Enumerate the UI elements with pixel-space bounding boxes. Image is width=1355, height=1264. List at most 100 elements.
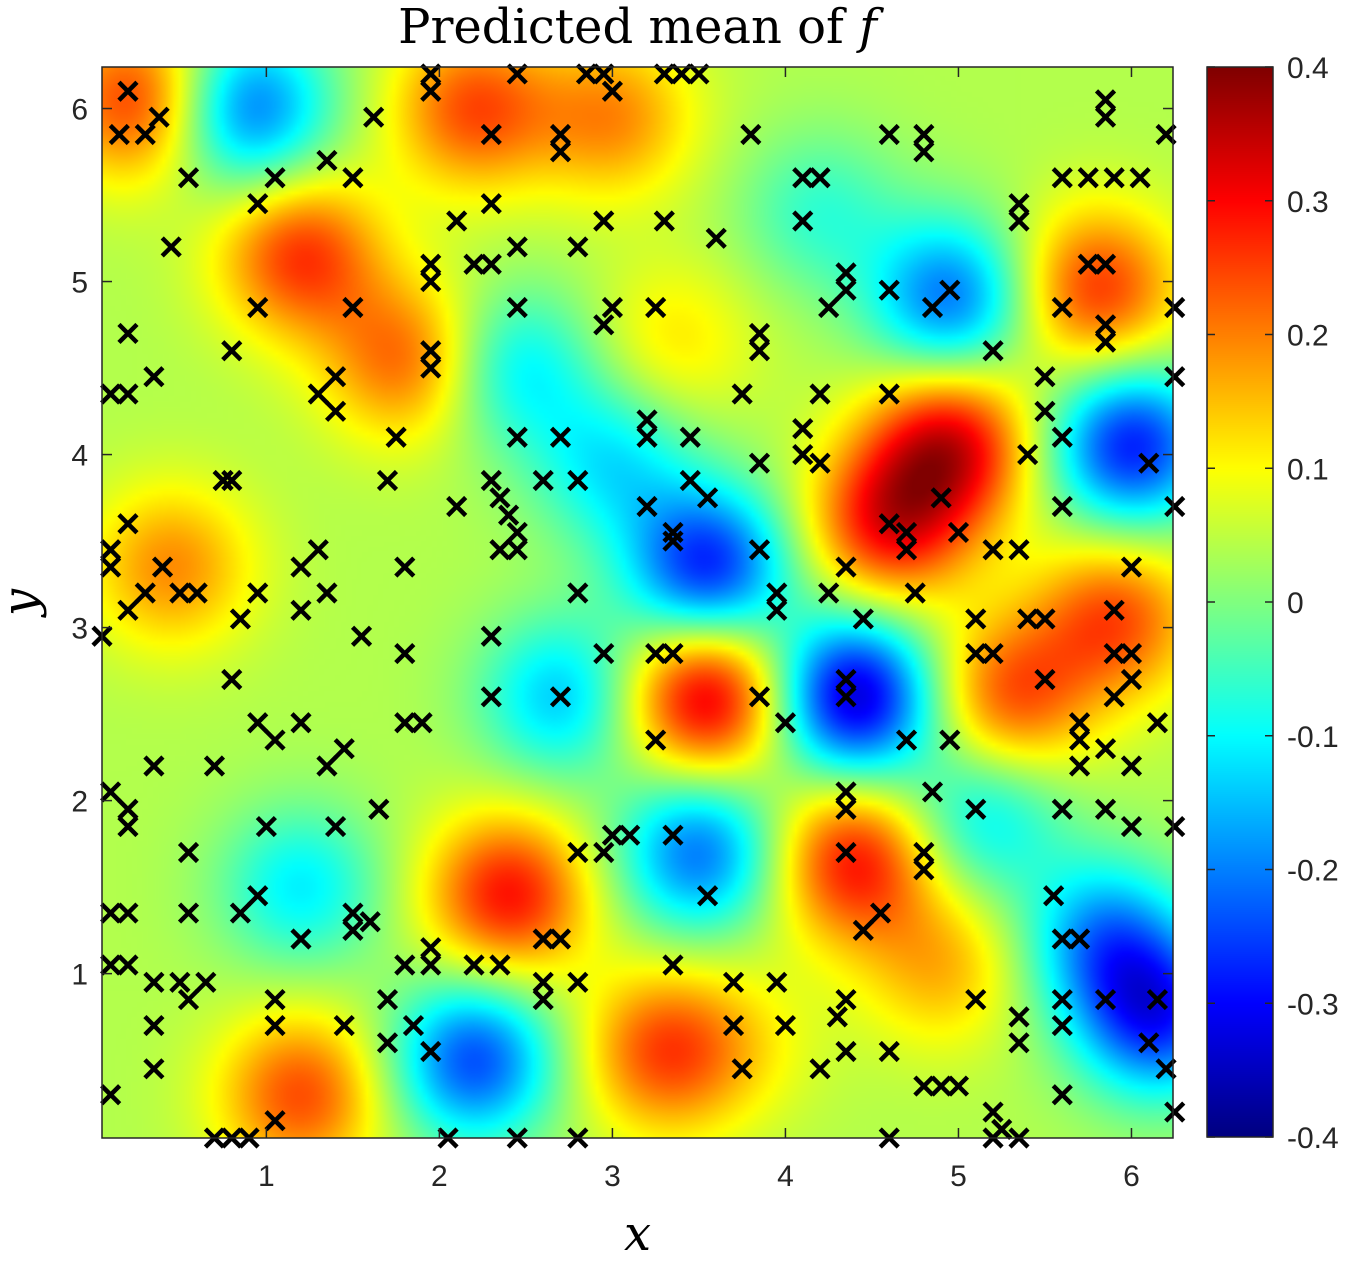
observation-point <box>818 582 840 604</box>
observation-point <box>143 1014 165 1037</box>
observation-point <box>247 712 269 734</box>
observation-point <box>1138 1032 1160 1054</box>
observation-point <box>212 469 234 492</box>
observation-point <box>982 1101 1004 1123</box>
observation-point <box>290 928 312 950</box>
colorbar-tick-label: 0 <box>1287 587 1304 620</box>
observation-point <box>394 954 416 976</box>
observation-point <box>1146 988 1169 1011</box>
observation-point <box>965 988 987 1011</box>
observation-point <box>835 988 857 1011</box>
colorbar-gradient <box>1207 67 1273 1137</box>
observation-point <box>1034 366 1056 388</box>
observation-point <box>342 919 364 941</box>
observation-point <box>1120 556 1143 578</box>
observation-point <box>160 236 182 258</box>
observation-point <box>368 798 390 820</box>
observation-point <box>965 608 987 630</box>
observation-point <box>1051 798 1073 820</box>
observation-point <box>420 937 442 959</box>
observation-point <box>229 608 252 630</box>
observation-point <box>420 253 442 275</box>
observation-point <box>731 383 753 405</box>
observation-point <box>792 210 814 232</box>
observation-point <box>489 539 511 561</box>
observation-point <box>913 859 935 881</box>
observation-point <box>1068 729 1091 751</box>
observation-point <box>835 1040 857 1063</box>
observation-point <box>247 193 269 215</box>
observation-point <box>100 954 122 976</box>
observation-point <box>446 495 468 518</box>
observation-point <box>394 642 416 665</box>
observation-point <box>290 599 312 621</box>
observation-point <box>930 487 952 509</box>
observation-point <box>567 236 589 258</box>
observation-point <box>264 729 286 751</box>
observation-point <box>662 530 684 552</box>
observation-point <box>679 426 701 448</box>
observation-point <box>904 582 926 604</box>
observation-point <box>463 954 485 976</box>
observation-point <box>1008 1032 1030 1054</box>
observation-point <box>662 642 684 665</box>
observation-point <box>480 193 502 215</box>
observation-point <box>662 954 684 976</box>
observation-point <box>1034 400 1056 422</box>
observation-point <box>895 539 918 561</box>
observation-point <box>333 1014 355 1037</box>
observation-point <box>324 366 347 388</box>
colorbar-tick-label: 0.2 <box>1287 320 1329 353</box>
observation-point <box>350 625 373 647</box>
observation-point <box>316 149 338 172</box>
observation-point <box>100 781 122 803</box>
colorbar-tick-label: -0.1 <box>1287 721 1339 754</box>
y-tick-label: 4 <box>71 440 88 473</box>
observation-point <box>316 582 338 604</box>
observation-point <box>134 582 156 604</box>
observation-point <box>766 582 788 604</box>
observation-point <box>792 443 814 466</box>
observation-point <box>148 106 170 128</box>
observation-point <box>947 1075 970 1097</box>
observation-point <box>1008 210 1030 232</box>
observation-point <box>480 469 502 492</box>
observation-point <box>835 279 857 301</box>
observation-point <box>645 296 667 319</box>
observation-point <box>203 755 226 777</box>
observation-point <box>480 123 502 146</box>
observation-point <box>1103 167 1125 189</box>
observation-point <box>108 123 130 146</box>
observation-point <box>100 1084 122 1106</box>
observation-point <box>446 210 468 232</box>
observation-point <box>740 123 762 146</box>
observation-point <box>1051 167 1073 189</box>
observation-point <box>653 63 675 85</box>
observation-point <box>1034 608 1056 630</box>
observation-point <box>965 642 987 665</box>
observation-point <box>930 1075 952 1097</box>
observation-point <box>1164 366 1186 388</box>
observation-point <box>549 686 572 708</box>
observation-point <box>290 712 312 734</box>
observation-point <box>1094 89 1117 111</box>
observation-point <box>1051 426 1073 448</box>
observation-point <box>1103 599 1125 621</box>
observation-point <box>921 296 944 319</box>
observation-point <box>117 383 139 405</box>
y-tick-label: 5 <box>71 267 88 300</box>
observation-point <box>835 556 857 578</box>
observation-point <box>333 738 355 760</box>
observation-point <box>177 902 200 924</box>
observation-point <box>913 141 935 163</box>
x-axis-label: x <box>624 1206 651 1262</box>
observation-point <box>463 253 485 275</box>
observation-point <box>1051 296 1073 319</box>
observation-point <box>264 1110 286 1132</box>
observation-point <box>731 1058 753 1080</box>
observation-point <box>593 210 615 232</box>
observation-point <box>177 167 200 189</box>
observation-point <box>895 521 918 544</box>
observation-point <box>143 971 165 993</box>
observation-point <box>1094 314 1117 336</box>
